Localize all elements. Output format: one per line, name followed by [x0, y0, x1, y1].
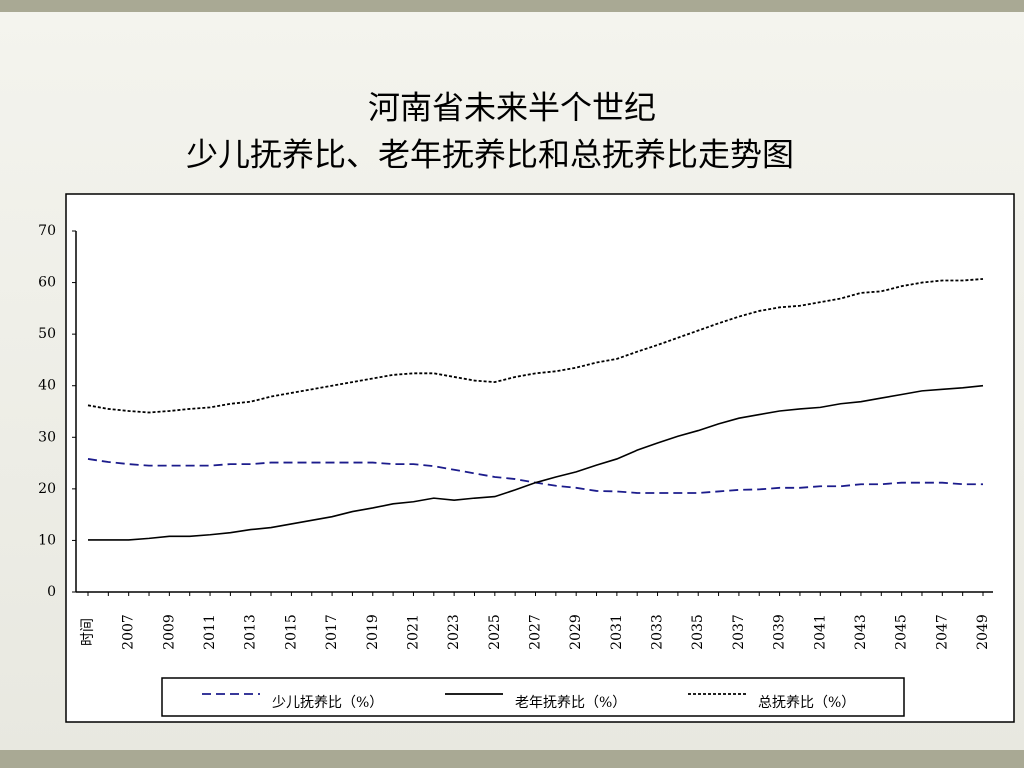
bottom-band — [0, 750, 1024, 768]
x-tick-label: 2029 — [568, 614, 584, 650]
y-tick-label: 40 — [38, 378, 56, 394]
x-tick-label: 2021 — [405, 614, 421, 650]
legend-box — [161, 677, 905, 717]
x-tick-label: 2037 — [731, 614, 747, 650]
x-tick-label: 2013 — [243, 614, 259, 650]
y-tick-label: 20 — [38, 481, 56, 497]
x-tick-label: 时间 — [80, 618, 96, 646]
legend-label: 总抚养比（%） — [758, 695, 855, 711]
chart-title: 河南省未来半个世纪 — [368, 89, 656, 127]
x-tick-label: 2025 — [487, 614, 503, 650]
x-tick-label: 2039 — [772, 614, 788, 650]
x-tick-label: 2033 — [650, 614, 666, 650]
x-tick-label: 2009 — [161, 614, 177, 650]
x-tick-label: 2047 — [934, 614, 950, 650]
y-tick-label: 10 — [38, 532, 56, 548]
x-tick-label: 2045 — [894, 614, 910, 650]
chart-subtitle: 少儿抚养比、老年抚养比和总抚养比走势图 — [186, 136, 794, 174]
y-tick-label: 60 — [38, 275, 56, 291]
y-tick-label: 70 — [38, 223, 56, 239]
x-tick-label: 2049 — [975, 614, 991, 650]
x-tick-label: 2027 — [528, 614, 544, 650]
legend-label: 少儿抚养比（%） — [272, 695, 383, 711]
x-tick-label: 2035 — [690, 614, 706, 650]
x-tick-label: 2019 — [365, 614, 381, 650]
y-tick-label: 0 — [47, 584, 56, 600]
chart-area — [65, 193, 1015, 723]
x-tick-label: 2023 — [446, 614, 462, 650]
legend-label: 老年抚养比（%） — [515, 695, 626, 711]
x-tick-label: 2011 — [202, 614, 218, 650]
series-line — [87, 278, 984, 414]
y-tick-label: 50 — [38, 326, 56, 342]
x-tick-label: 2017 — [324, 614, 340, 650]
x-tick-label: 2031 — [609, 614, 625, 650]
series-line — [88, 384, 984, 541]
x-tick-label: 2015 — [283, 614, 299, 650]
x-tick-label: 2043 — [853, 614, 869, 650]
x-tick-label: 2041 — [812, 614, 828, 650]
x-tick-label: 2007 — [121, 614, 137, 650]
top-band — [0, 0, 1024, 12]
y-tick-label: 30 — [38, 429, 56, 445]
